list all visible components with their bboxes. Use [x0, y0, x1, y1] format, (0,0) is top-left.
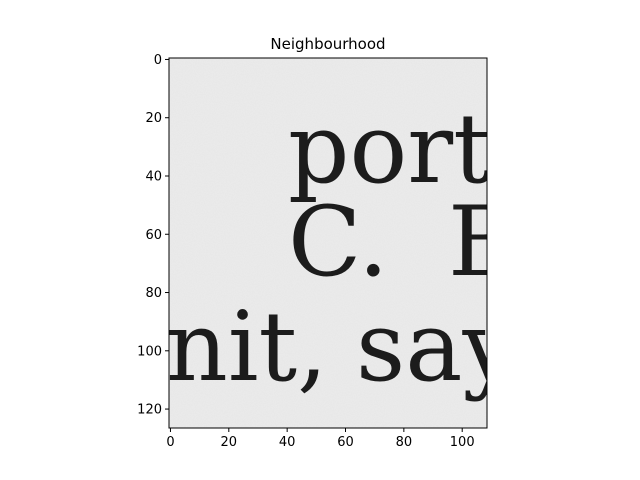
x-axis: 0 20 40 60 80 100: [166, 428, 475, 450]
y-tick-label: 40: [145, 169, 162, 184]
scanned-text-fragment: say: [356, 291, 517, 403]
chart-title: Neighbourhood: [270, 35, 385, 53]
y-axis: 0 20 40 60 80 100 120: [137, 53, 169, 418]
x-tick-label: 100: [450, 435, 475, 450]
y-tick-label: 100: [137, 344, 162, 359]
scanned-text-fragment: nit,: [166, 291, 328, 403]
scanned-text-fragment: ports: [288, 93, 541, 205]
y-tick-label: 120: [137, 403, 162, 418]
x-tick-label: 60: [337, 435, 354, 450]
scanned-text-fragment: C.: [288, 186, 389, 298]
y-tick-label: 80: [145, 286, 162, 301]
x-tick-label: 0: [166, 435, 174, 450]
y-tick-label: 60: [145, 228, 162, 243]
scanned-text-fragment: B: [448, 186, 519, 298]
x-tick-label: 40: [279, 435, 296, 450]
y-tick-label: 0: [154, 53, 162, 68]
x-tick-label: 20: [221, 435, 238, 450]
y-tick-label: 20: [145, 111, 162, 126]
plot-frame: [168, 57, 488, 429]
image-grain: [169, 58, 487, 428]
x-tick-label: 80: [396, 435, 413, 450]
